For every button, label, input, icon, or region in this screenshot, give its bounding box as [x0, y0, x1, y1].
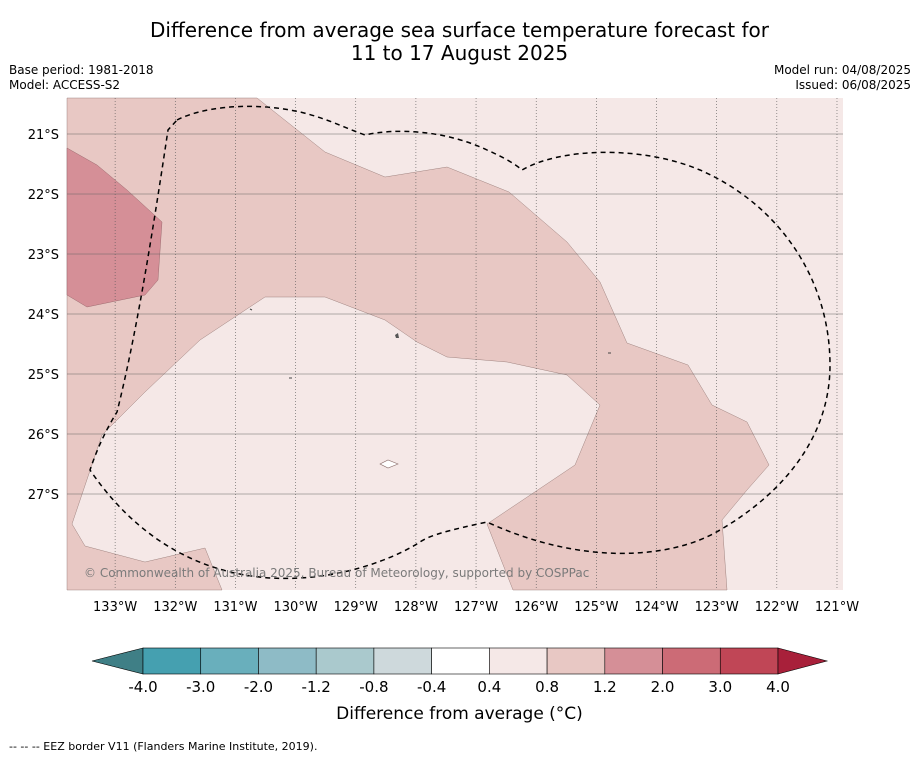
- lat-tick-label: 23°S: [28, 248, 59, 263]
- colorbar-tick-label: -4.0: [128, 678, 157, 696]
- colorbar-tick-label: 0.8: [535, 678, 559, 696]
- issued-date: Issued: 06/08/2025: [795, 78, 911, 92]
- colorbar-tick-label: -1.2: [302, 678, 331, 696]
- gridlines: [67, 98, 843, 590]
- map-title-line-2: 11 to 17 August 2025: [350, 41, 569, 65]
- colorbar-segment: [373, 647, 432, 675]
- colorbar-tick-label: 4.0: [766, 678, 790, 696]
- lat-tick-label: 25°S: [28, 368, 59, 383]
- colorbar-segment: [431, 647, 490, 675]
- colorbar-segment: [315, 647, 375, 675]
- lon-tick-label: 128°W: [394, 600, 438, 615]
- lat-tick-label: 24°S: [28, 308, 59, 323]
- meta-right: Model run: 04/08/2025 Issued: 06/08/2025: [774, 63, 911, 93]
- lon-tick-label: 133°W: [93, 600, 137, 615]
- map-panel: © Commonwealth of Australia 2025, Bureau…: [66, 97, 843, 591]
- field-0.8-1.2-region: [66, 97, 770, 591]
- latitude-labels: 21°S 22°S 23°S 24°S 25°S 26°S 27°S: [28, 128, 59, 503]
- colorbar-segment: [662, 647, 721, 675]
- model-name: Model: ACCESS-S2: [9, 78, 121, 92]
- lon-tick-label: 121°W: [815, 600, 859, 615]
- map-figure: © Commonwealth of Australia 2025, Bureau…: [28, 97, 859, 696]
- colorbar-tick-label: -3.0: [186, 678, 215, 696]
- colorbar-tick-label: 1.2: [593, 678, 617, 696]
- field-anomaly-patch: [379, 459, 399, 469]
- lat-tick-label: 26°S: [28, 428, 59, 443]
- lat-tick-label: 22°S: [28, 188, 59, 203]
- longitude-labels: 133°W 132°W 131°W 130°W 129°W 128°W 127°W 126°W…: [93, 600, 859, 615]
- colorbar-segment: [604, 647, 663, 675]
- lon-tick-label: 123°W: [695, 600, 739, 615]
- lat-tick-label: 27°S: [28, 488, 59, 503]
- colorbar-extend-low: [91, 647, 144, 675]
- lon-tick-label: 126°W: [514, 600, 558, 615]
- eez-border: [89, 105, 831, 580]
- colorbar-segment: [719, 647, 779, 675]
- eez-footnote: -- -- -- EEZ border V11 (Flanders Marine…: [9, 740, 318, 753]
- lat-tick-label: 21°S: [28, 128, 59, 143]
- field-anomaly-dot: [395, 333, 399, 338]
- lon-tick-label: 131°W: [213, 600, 257, 615]
- colorbar-tick-label: -0.4: [417, 678, 446, 696]
- lon-tick-label: 122°W: [755, 600, 799, 615]
- colorbar-segment: [200, 647, 259, 675]
- colorbar-title: Difference from average (°C): [336, 704, 583, 724]
- colorbar: -4.0 -3.0 -2.0 -1.2 -0.8 -0.4 0.4 0.8 1.2 2.0 3.0 4…: [91, 647, 829, 696]
- colorbar-segment: [546, 647, 606, 675]
- base-period: Base period: 1981-2018: [9, 63, 154, 77]
- lon-tick-label: 130°W: [274, 600, 318, 615]
- lon-tick-label: 124°W: [634, 600, 678, 615]
- model-run: Model run: 04/08/2025: [773, 63, 911, 77]
- colorbar-segment: [142, 647, 202, 675]
- map-title-line-1: Difference from average sea surface temp…: [149, 18, 769, 42]
- lon-tick-label: 127°W: [454, 600, 498, 615]
- colorbar-segment: [489, 647, 548, 675]
- copyright-note: © Commonwealth of Australia 2025, Bureau…: [84, 566, 589, 580]
- colorbar-tick-label: 3.0: [708, 678, 732, 696]
- lon-tick-label: 129°W: [334, 600, 378, 615]
- lon-tick-label: 132°W: [153, 600, 197, 615]
- colorbar-tick-label: -2.0: [244, 678, 273, 696]
- field-anomaly-speck: [249, 308, 253, 311]
- lon-tick-label: 125°W: [574, 600, 618, 615]
- field-1.2-2.0-region: [66, 147, 163, 308]
- colorbar-tick-label: 0.4: [477, 678, 501, 696]
- colorbar-tick-label: -0.8: [359, 678, 388, 696]
- colorbar-segment: [258, 647, 317, 675]
- colorbar-extend-high: [777, 647, 829, 675]
- meta-left: Base period: 1981-2018 Model: ACCESS-S2: [9, 63, 154, 93]
- colorbar-tick-label: 2.0: [651, 678, 675, 696]
